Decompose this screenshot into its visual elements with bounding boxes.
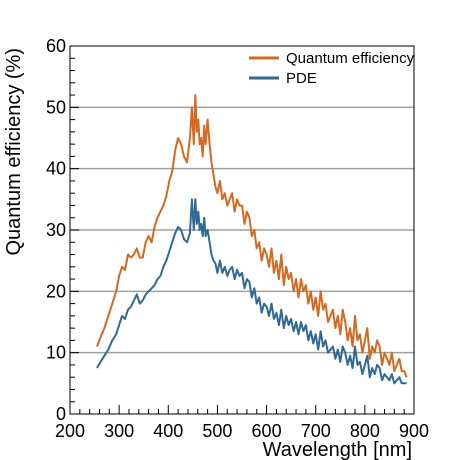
series-line-1 xyxy=(96,198,407,385)
x-tick-label: 700 xyxy=(301,421,331,441)
legend: Quantum efficiency PDE xyxy=(249,50,415,87)
series-lines xyxy=(96,94,408,385)
y-tick-label: 40 xyxy=(46,159,66,179)
x-tick-label: 600 xyxy=(252,421,282,441)
x-tick-label: 500 xyxy=(202,421,232,441)
x-tick-label: 200 xyxy=(55,421,85,441)
legend-label-0: Quantum efficiency xyxy=(286,50,415,67)
y-tick-label: 60 xyxy=(46,36,66,56)
y-axis-title: Quantum efficiency (%) xyxy=(3,48,25,256)
y-tick-label: 30 xyxy=(46,220,66,240)
legend-label-1: PDE xyxy=(286,70,317,87)
y-ticks: 0 10 20 30 40 50 60 xyxy=(46,36,79,424)
x-tick-label: 400 xyxy=(153,421,183,441)
x-axis-title: Wavelength [nm] xyxy=(263,439,412,460)
x-tick-label: 900 xyxy=(399,421,429,441)
y-tick-label: 50 xyxy=(46,97,66,117)
x-tick-label: 800 xyxy=(350,421,380,441)
series-line-0 xyxy=(96,94,408,378)
x-tick-label: 300 xyxy=(104,421,134,441)
y-tick-label: 0 xyxy=(56,404,66,424)
y-tick-label: 20 xyxy=(46,281,66,301)
x-ticks: 200 300 400 500 600 700 800 900 xyxy=(55,405,429,441)
y-tick-label: 10 xyxy=(46,343,66,363)
